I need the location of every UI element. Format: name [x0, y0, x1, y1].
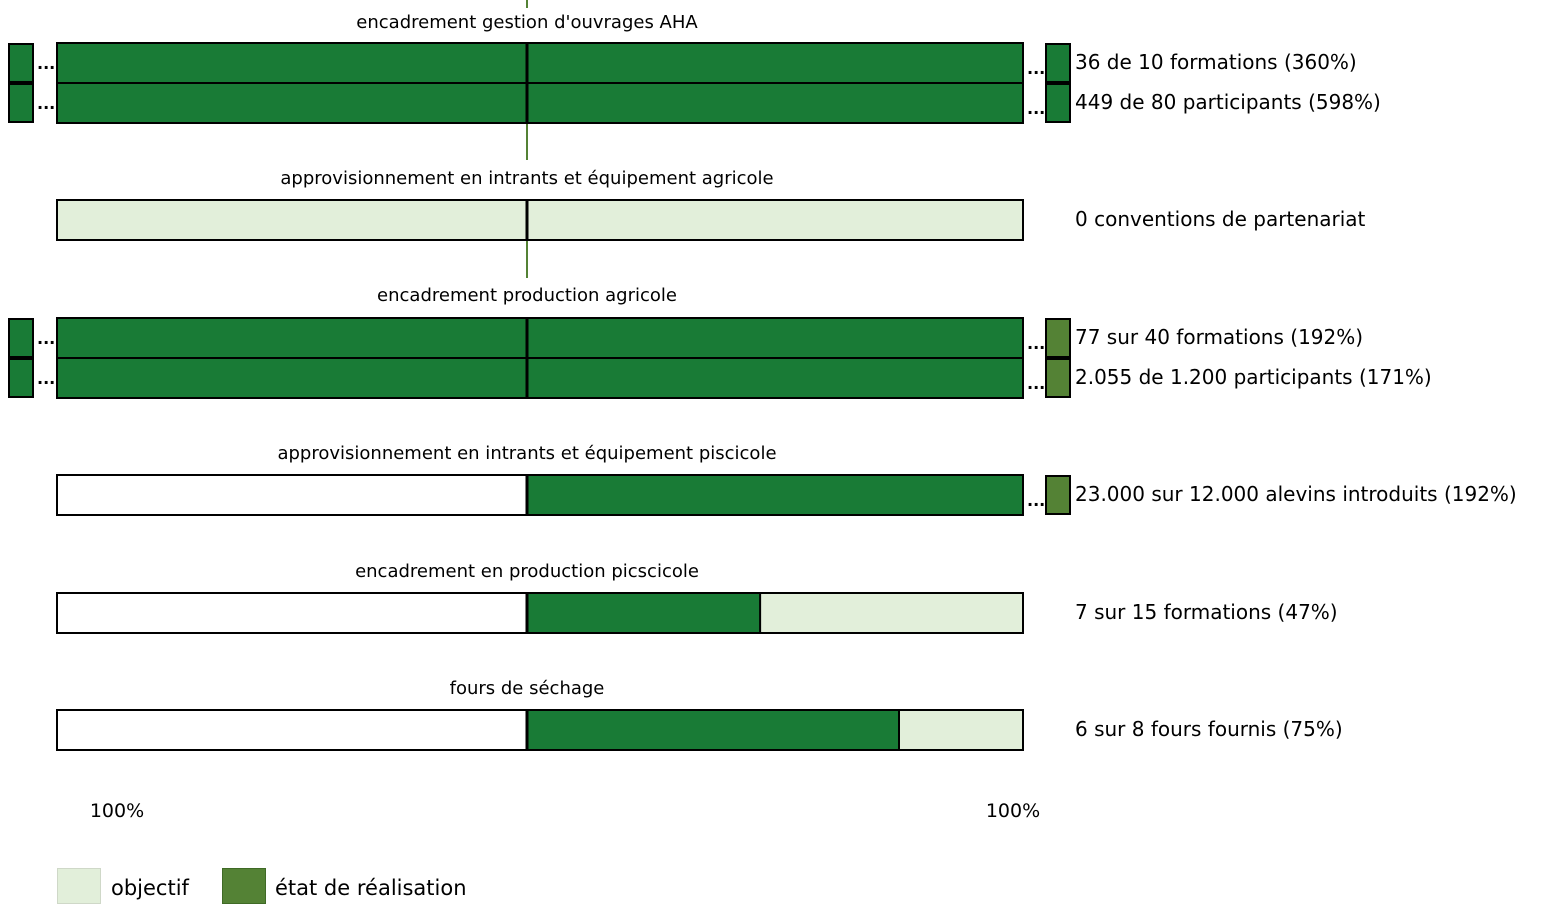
ellipsis-right: ...: [1027, 491, 1045, 510]
overflow-stub-right: [1045, 43, 1071, 83]
bar-left-empty: [56, 592, 553, 634]
bar-left-achieved: [56, 317, 554, 359]
overflow-stub-right: [1045, 83, 1071, 123]
row-value-label: 23.000 sur 12.000 alevins introduits (19…: [1075, 482, 1517, 506]
group-title: encadrement gestion d'ouvrages AHA: [356, 12, 698, 33]
overflow-stub-right: [1045, 475, 1071, 515]
bar-achieved: [526, 317, 1024, 359]
overflow-stub-left: [8, 83, 34, 123]
ellipsis-right: ...: [1027, 99, 1045, 118]
row-value-label: 449 de 80 participants (598%): [1075, 90, 1381, 114]
row-value-label: 0 conventions de partenariat: [1075, 207, 1366, 231]
bar-achieved: [526, 474, 1024, 516]
ellipsis-right: ...: [1027, 59, 1045, 78]
group-title: approvisionnement en intrants et équipem…: [280, 168, 774, 189]
row-value-label: 77 sur 40 formations (192%): [1075, 325, 1364, 349]
bar-achieved: [526, 42, 1024, 84]
bar-right-objective: [526, 199, 1024, 241]
legend-swatch: [222, 868, 266, 904]
bar-left-achieved: [56, 42, 554, 84]
bar-achieved: [526, 357, 1024, 399]
overflow-stub-left: [8, 318, 34, 358]
bar-achieved: [526, 82, 1024, 124]
ellipsis-left: ...: [37, 329, 55, 348]
bar-left-achieved: [56, 82, 554, 124]
ellipsis-left: ...: [37, 94, 55, 113]
bar-achieved: [526, 709, 900, 751]
bar-left-achieved: [56, 357, 554, 399]
group-title: encadrement production agricole: [377, 285, 677, 306]
overflow-stub-left: [8, 358, 34, 398]
legend-label: état de réalisation: [275, 876, 467, 900]
overflow-stub-right: [1045, 318, 1071, 358]
group-title: approvisionnement en intrants et équipem…: [277, 443, 777, 464]
group-title: encadrement en production picscicole: [355, 561, 699, 582]
legend-swatch: [57, 868, 101, 904]
ellipsis-left: ...: [37, 369, 55, 388]
ellipsis-right: ...: [1027, 374, 1045, 393]
row-value-label: 2.055 de 1.200 participants (171%): [1075, 365, 1432, 389]
ellipsis-right: ...: [1027, 334, 1045, 353]
axis-label-right: 100%: [985, 800, 1041, 822]
group-title: fours de séchage: [449, 678, 605, 699]
bar-left-empty: [56, 474, 553, 516]
row-value-label: 36 de 10 formations (360%): [1075, 50, 1357, 74]
bar-left-objective: [56, 199, 554, 241]
ellipsis-left: ...: [37, 54, 55, 73]
legend-label: objectif: [111, 876, 189, 900]
overflow-stub-left: [8, 43, 34, 83]
row-value-label: 7 sur 15 formations (47%): [1075, 600, 1338, 624]
overflow-stub-right: [1045, 358, 1071, 398]
bar-achieved: [526, 592, 762, 634]
axis-label-left: 100%: [89, 800, 145, 822]
bar-left-empty: [56, 709, 553, 751]
row-value-label: 6 sur 8 fours fournis (75%): [1075, 717, 1343, 741]
